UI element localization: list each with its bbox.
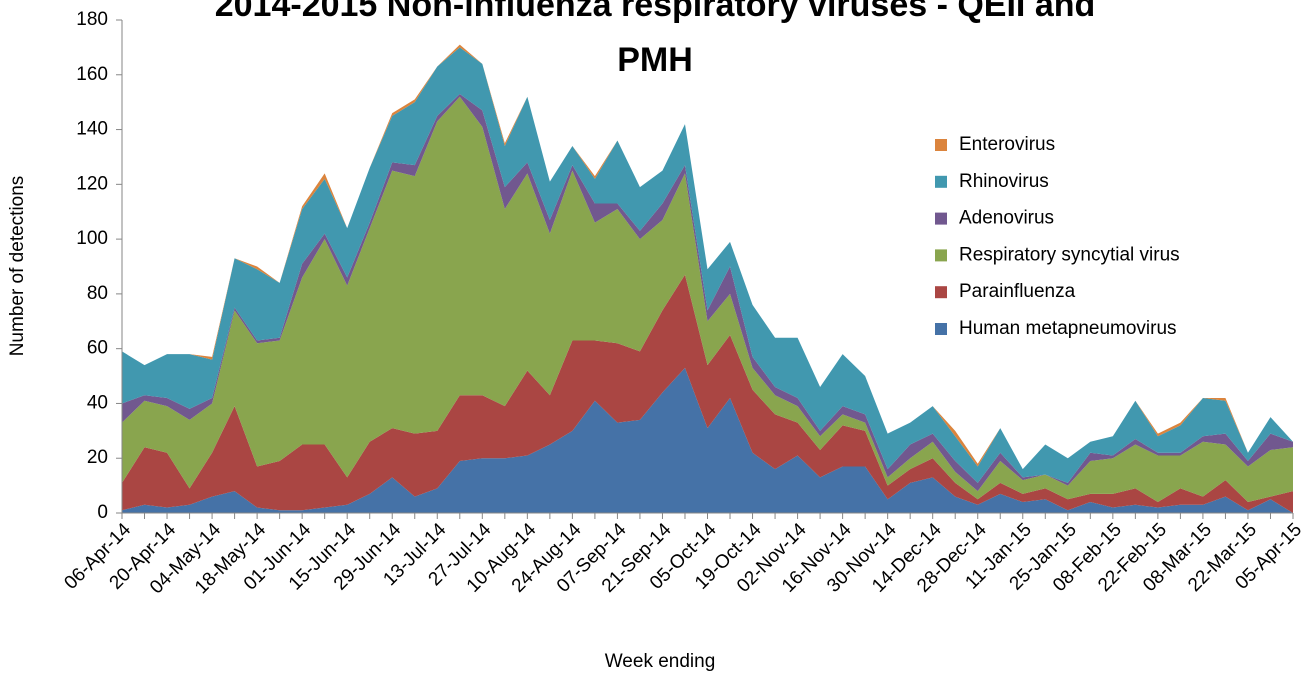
area — [122, 44, 1293, 470]
legend-swatch — [935, 175, 947, 188]
legend-label: Respiratory syncytial virus — [959, 244, 1180, 265]
legend-label: Adenovirus — [959, 208, 1054, 229]
x-axis-label: Week ending — [605, 651, 716, 672]
area — [122, 274, 1293, 513]
y-tick-label: 100 — [76, 228, 108, 249]
legend-swatch — [935, 249, 947, 262]
y-tick-label: 0 — [97, 502, 108, 523]
y-tick-label: 180 — [76, 9, 108, 30]
y-tick-label: 40 — [87, 392, 108, 413]
legend-swatch — [935, 286, 947, 299]
y-tick-label: 20 — [87, 447, 108, 468]
area — [122, 96, 1293, 503]
y-axis-label: Number of detections — [7, 176, 28, 357]
area — [122, 47, 1293, 483]
legend-label: Human metapneumovirus — [959, 318, 1177, 339]
legend-swatch — [935, 212, 947, 225]
y-tick-label: 140 — [76, 119, 108, 140]
y-tick-label: 160 — [76, 64, 108, 85]
y-tick-label: 120 — [76, 173, 108, 194]
legend-swatch — [935, 323, 947, 335]
legend-label: Parainfluenza — [959, 281, 1076, 302]
y-tick-label: 60 — [87, 338, 108, 359]
legend-label: Rhinovirus — [959, 171, 1049, 192]
area — [122, 367, 1293, 513]
y-tick-label: 80 — [87, 283, 108, 304]
legend-label: Enterovirus — [959, 134, 1055, 155]
chart-title: 2014-2015 Non-influenza respiratory viru… — [214, 0, 1096, 79]
legend-swatch — [935, 139, 947, 151]
